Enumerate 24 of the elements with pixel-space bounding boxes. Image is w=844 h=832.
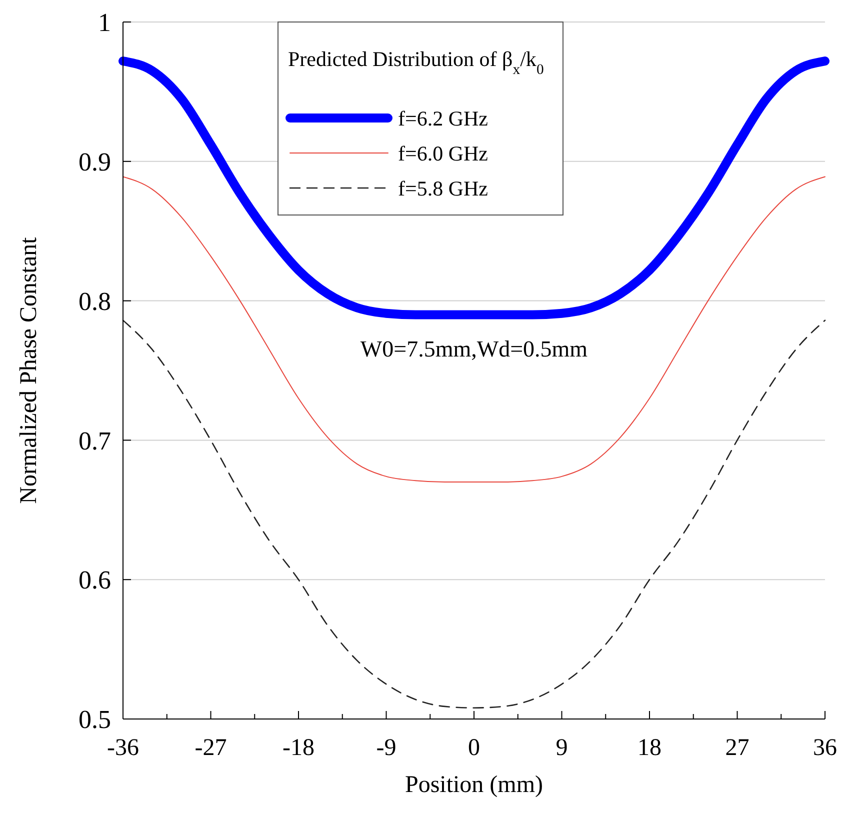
x-tick-label: -9 <box>376 735 396 761</box>
x-tick-label: -18 <box>282 735 314 761</box>
line-series <box>122 320 826 708</box>
legend-title: Predicted Distribution of β$_{x}$/k$_{0}$ <box>288 47 544 78</box>
legend-label: f=6.2 GHz <box>398 106 488 130</box>
x-tick-label: 27 <box>725 735 750 761</box>
x-tick-label: 36 <box>813 735 837 761</box>
legend-label: f=5.8 GHz <box>398 176 488 200</box>
y-tick-label: 0.9 <box>78 148 111 176</box>
x-axis-title: Position (mm) <box>404 772 544 798</box>
annotation: W0=7.5mm,Wd=0.5mm <box>360 336 588 362</box>
line-series <box>122 176 826 483</box>
y-tick-label: 1 <box>98 8 111 38</box>
y-tick-label: 0.5 <box>78 705 111 734</box>
x-tick-label: 0 <box>468 735 480 761</box>
legend-label: f=6.0 GHz <box>398 141 488 166</box>
y-tick-label: 0.8 <box>78 286 111 316</box>
x-tick-label: 18 <box>638 735 662 761</box>
y-tick-label: 0.7 <box>78 426 111 456</box>
x-tick-label: 9 <box>556 735 568 761</box>
y-axis-title: Normalized Phase Constant <box>16 236 42 504</box>
x-tick-label: -27 <box>194 735 227 761</box>
y-tick-label: 0.6 <box>78 566 111 595</box>
x-tick-label: -36 <box>107 735 139 761</box>
